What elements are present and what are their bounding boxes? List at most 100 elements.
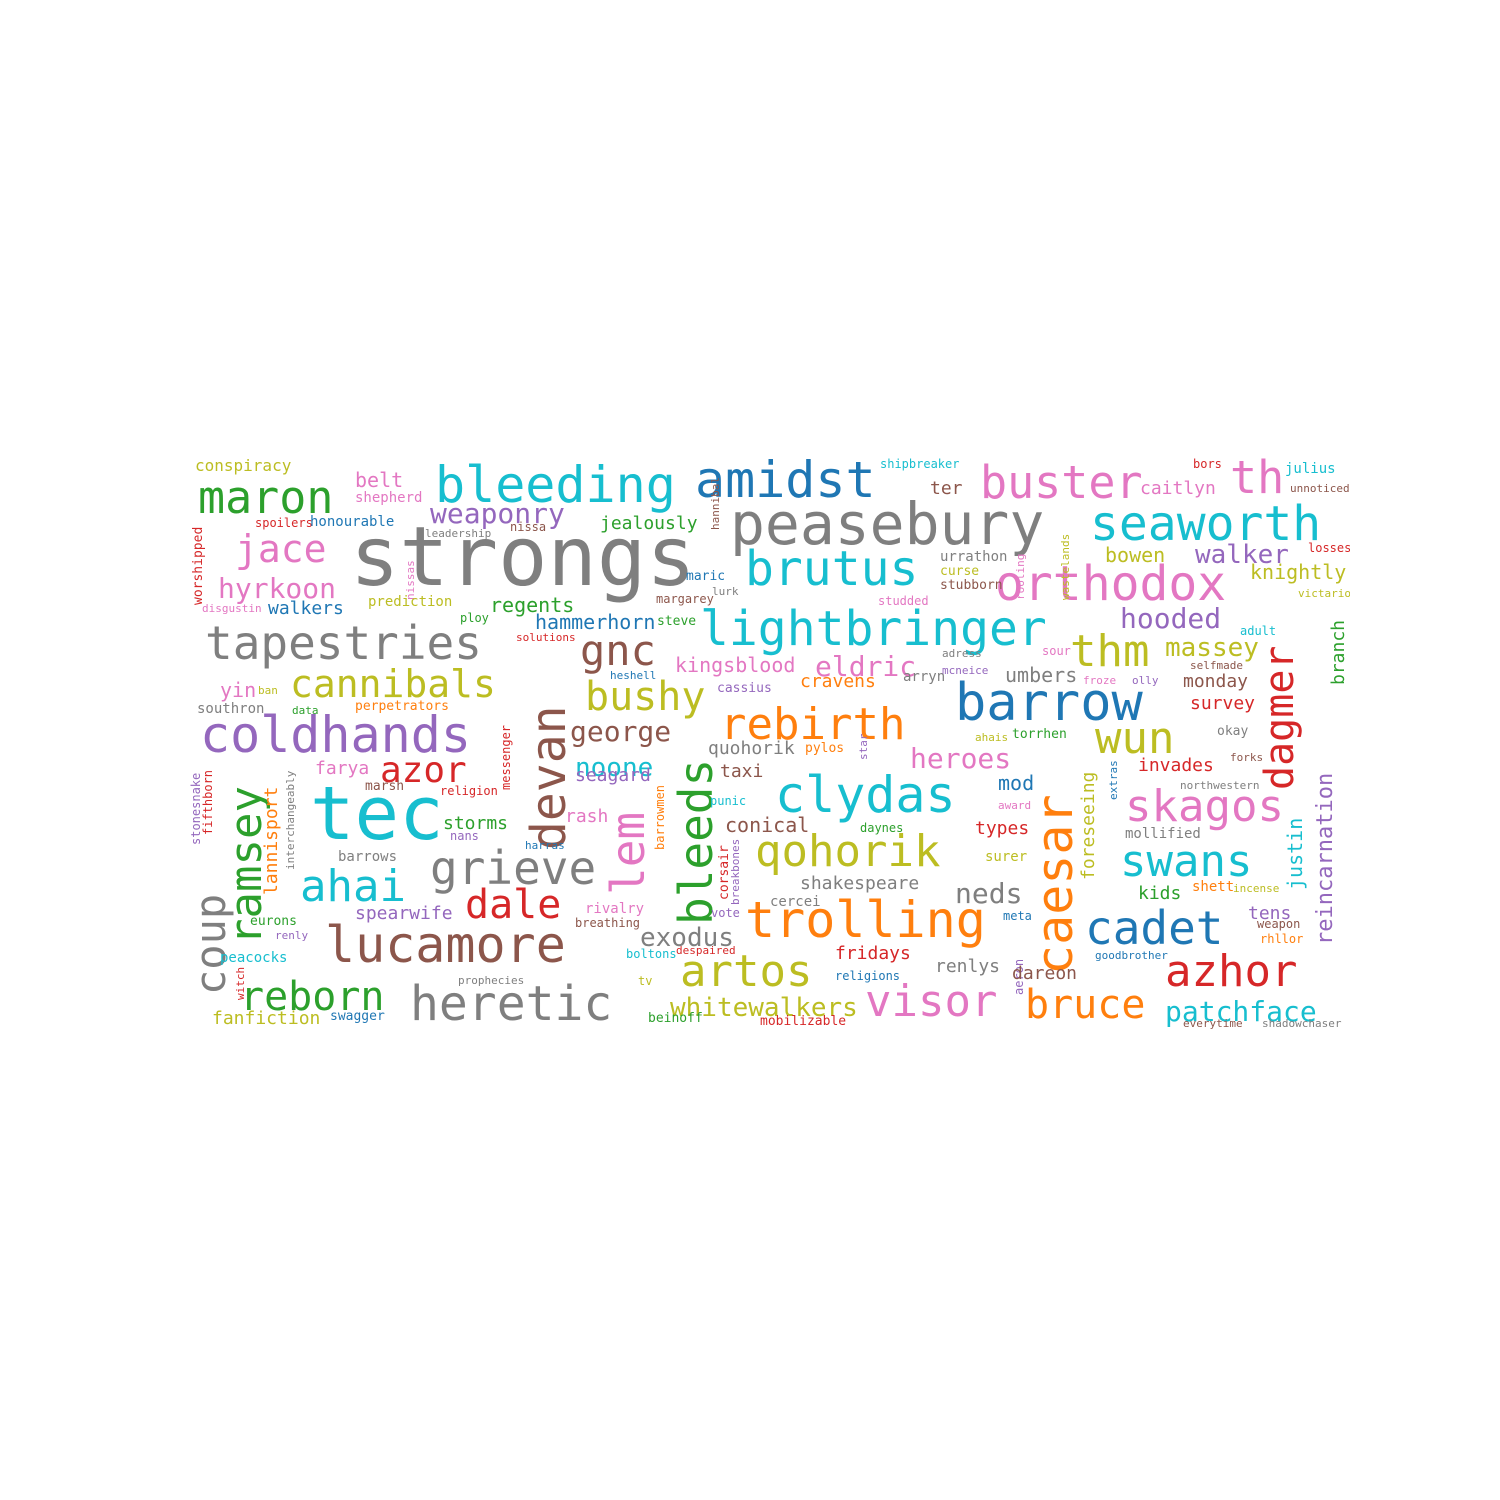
word-cannibals: cannibals <box>290 662 496 706</box>
word-leadership: leadership <box>425 527 492 540</box>
word-george: george <box>570 715 672 748</box>
word-extras: extras <box>1107 760 1120 800</box>
word-belt: belt <box>355 468 404 492</box>
word-worshipped: worshipped <box>191 526 206 605</box>
word-okay: okay <box>1217 724 1249 739</box>
word-mollified: mollified <box>1125 826 1201 842</box>
word-lem: lem <box>601 811 655 895</box>
word-jace: jace <box>235 527 327 571</box>
word-bushy: bushy <box>585 674 706 720</box>
word-selfmade: selfmade <box>1190 659 1243 672</box>
word-noone: noone <box>575 753 654 783</box>
word-rooling: rooling <box>1014 553 1027 600</box>
word-forks: forks <box>1230 751 1264 764</box>
word-religions: religions <box>835 969 901 983</box>
word-skagos: skagos <box>1125 781 1284 832</box>
word-pylos: pylos <box>805 741 845 756</box>
word-harras: harras <box>525 839 565 852</box>
word-bowen: bowen <box>1105 543 1166 567</box>
word-eldric: eldric <box>815 650 917 683</box>
word-surer: surer <box>985 849 1028 865</box>
word-fifthborn: fifthborn <box>201 769 215 835</box>
word-meta: meta <box>1003 909 1032 923</box>
word-ban: ban <box>258 684 278 697</box>
word-hooded: hooded <box>1120 602 1222 635</box>
word-fridays: fridays <box>835 943 911 964</box>
word-swans: swans <box>1120 836 1253 887</box>
word-mod: mod <box>998 771 1035 795</box>
word-nans: nans <box>450 829 479 843</box>
word-fanfiction: fanfiction <box>212 1008 321 1029</box>
word-northwestern: northwestern <box>1180 779 1260 792</box>
word-rash: rash <box>565 806 609 827</box>
word-seaworth: seaworth <box>1090 496 1322 552</box>
word-rhllor: rhllor <box>1260 932 1304 946</box>
word-reborn: reborn <box>240 974 385 1020</box>
word-clydas: clydas <box>775 766 956 824</box>
word-everytime: everytime <box>1183 1017 1243 1030</box>
word-artos: artos <box>680 946 813 997</box>
word-boltons: boltons <box>626 947 677 961</box>
word-sour: sour <box>1042 644 1071 658</box>
word-torrhen: torrhen <box>1012 727 1067 742</box>
word-disgustin: disgustin <box>202 602 262 615</box>
word-religion: religion <box>440 784 498 798</box>
word-stubborn: stubborn <box>940 578 1003 593</box>
word-honourable: honourable <box>310 514 395 530</box>
word-devan: devan <box>521 705 577 851</box>
word-data: data <box>292 704 319 717</box>
word-caesar: caesar <box>1026 794 1084 975</box>
word-solutions: solutions <box>516 631 576 644</box>
word-steve: steve <box>657 614 697 629</box>
word-kids: kids <box>1138 883 1182 904</box>
word-walkers: walkers <box>268 598 344 619</box>
word-trolling: trolling <box>745 891 986 949</box>
word-conical: conical <box>725 813 810 837</box>
word-jealously: jealously <box>600 513 698 534</box>
word-studded: studded <box>878 594 929 608</box>
word-shadowchaser: shadowchaser <box>1262 1017 1342 1030</box>
word-despaired: despaired <box>676 944 736 957</box>
word-monday: monday <box>1183 671 1249 692</box>
word-olly: olly <box>1132 674 1159 687</box>
word-bruce: bruce <box>1025 982 1146 1028</box>
word-barrowmen: barrowmen <box>653 784 667 850</box>
word-rivalry: rivalry <box>585 901 645 917</box>
word-umbers: umbers <box>1005 663 1078 687</box>
word-strongs: strongs <box>350 510 696 605</box>
word-interchangeably: interchangeably <box>284 770 297 870</box>
word-conspiracy: conspiracy <box>195 456 292 475</box>
word-heshell: heshell <box>610 669 657 682</box>
word-azor: azor <box>380 750 467 791</box>
word-foreseeing: foreseeing <box>1078 771 1099 880</box>
word-shipbreaker: shipbreaker <box>880 457 960 471</box>
word-southron: southron <box>197 701 265 717</box>
word-bors: bors <box>1193 457 1222 471</box>
word-barrows: barrows <box>338 849 398 865</box>
word-barrow: barrow <box>955 673 1143 733</box>
word-tens: tens <box>1248 903 1292 924</box>
word-daynes: daynes <box>860 821 904 835</box>
word-ter: ter <box>930 478 963 499</box>
word-froze: froze <box>1083 674 1117 687</box>
word-spoilers: spoilers <box>255 516 313 530</box>
word-wastelands: wastelands <box>1059 533 1072 600</box>
word-mobilizable: mobilizable <box>760 1014 847 1029</box>
word-spearwife: spearwife <box>355 903 453 924</box>
word-dale: dale <box>465 882 562 928</box>
word-nissa: nissa <box>510 520 547 534</box>
word-weapon: weapon <box>1257 917 1301 931</box>
word-witch: witch <box>234 966 247 1000</box>
word-caitlyn: caitlyn <box>1140 478 1216 499</box>
word-lightbringer: lightbringer <box>700 601 1047 657</box>
word-shett: shett <box>1192 879 1235 895</box>
word-whitewalkers: whitewalkers <box>670 993 858 1023</box>
word-azhor: azhor <box>1165 946 1298 997</box>
word-eurons: eurons <box>250 914 297 929</box>
word-walker: walker <box>1195 540 1289 570</box>
word-neds: neds <box>955 877 1023 910</box>
word-survey: survey <box>1190 693 1256 714</box>
word-maron: maron <box>198 471 334 524</box>
word-quohorik: quohorik <box>708 738 795 759</box>
